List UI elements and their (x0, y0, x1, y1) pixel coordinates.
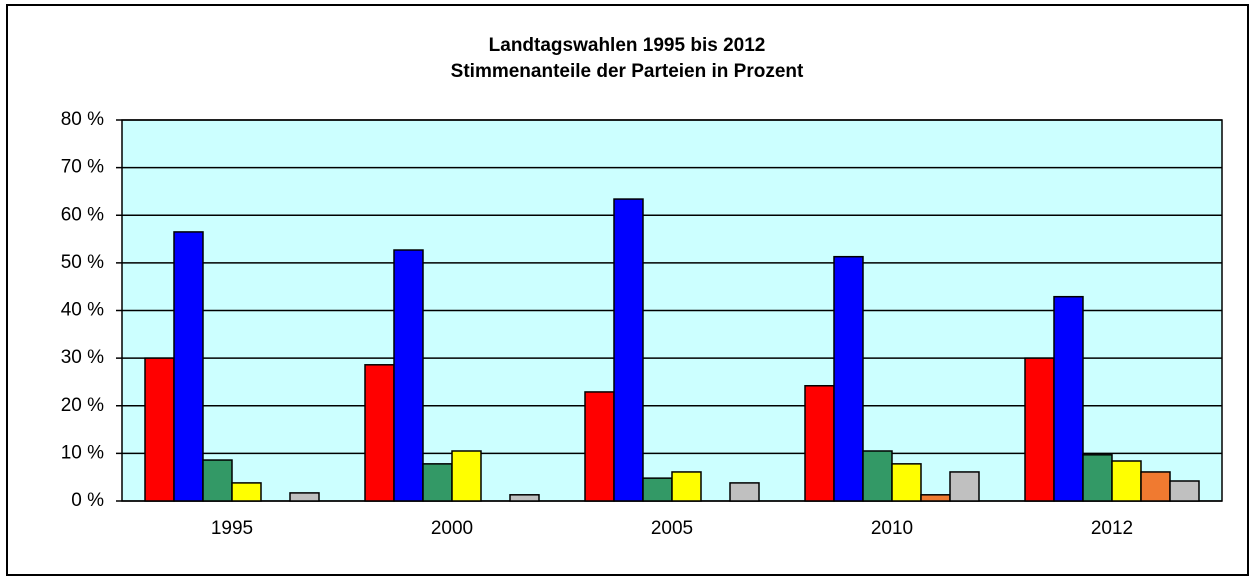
bar (451, 450, 482, 502)
bar (613, 198, 644, 502)
bar (202, 459, 233, 502)
bar (891, 463, 922, 502)
bar (1169, 480, 1200, 502)
y-tick-label: 0 % (71, 490, 104, 511)
y-tick-label: 80 % (61, 109, 104, 130)
bar (729, 482, 760, 502)
x-tick-label: 2010 (871, 518, 913, 539)
y-tick-label: 70 % (61, 157, 104, 178)
bar (1111, 460, 1142, 502)
bar (364, 364, 395, 502)
y-tick-label: 60 % (61, 204, 104, 225)
bar (642, 477, 673, 502)
bar (1082, 454, 1113, 502)
bar (144, 357, 175, 502)
bar (1140, 471, 1171, 502)
bar (509, 494, 540, 502)
x-tick-label: 1995 (211, 518, 253, 539)
y-tick-label: 40 % (61, 300, 104, 321)
chart-title: Landtagswahlen 1995 bis 2012 (489, 35, 766, 56)
x-tick-label: 2000 (431, 518, 473, 539)
bar (393, 249, 424, 502)
bar (584, 391, 615, 502)
x-tick-label: 2012 (1091, 518, 1133, 539)
bar (671, 471, 702, 502)
bar (289, 492, 320, 502)
bar (862, 450, 893, 502)
y-tick-label: 20 % (61, 395, 104, 416)
bar (833, 255, 864, 502)
y-tick-label: 30 % (61, 347, 104, 368)
bar (920, 494, 951, 502)
bar (949, 471, 980, 502)
bar (804, 384, 835, 502)
bar (1024, 357, 1055, 502)
y-tick-label: 10 % (61, 442, 104, 463)
bar (1053, 295, 1084, 502)
bar (173, 231, 204, 502)
chart-subtitle: Stimmenanteile der Parteien in Prozent (451, 61, 804, 82)
bar (422, 463, 453, 502)
y-tick-label: 50 % (61, 252, 104, 273)
bar (231, 482, 262, 502)
x-tick-label: 2005 (651, 518, 693, 539)
